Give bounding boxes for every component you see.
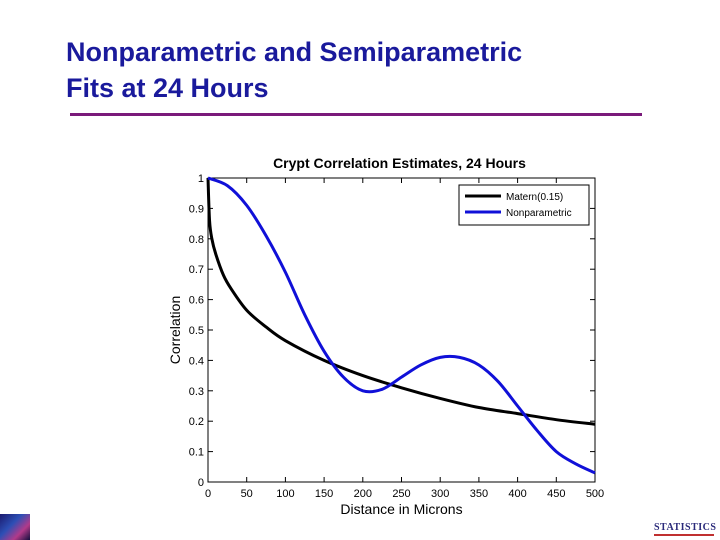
y-axis-label: Correlation xyxy=(167,296,183,364)
y-tick-label: 0 xyxy=(198,477,204,489)
y-tick-label: 1 xyxy=(198,173,204,185)
y-tick-label: 0.1 xyxy=(189,447,204,459)
legend-label: Matern(0.15) xyxy=(506,192,563,203)
statistics-logo: STATISTICS xyxy=(654,522,720,540)
slide-title-line-1: Nonparametric and Semiparametric xyxy=(66,37,523,67)
x-tick-label: 250 xyxy=(392,488,410,500)
x-tick-label: 350 xyxy=(470,488,488,500)
x-tick-label: 100 xyxy=(276,488,294,500)
x-tick-label: 400 xyxy=(508,488,526,500)
y-tick-label: 0.8 xyxy=(189,234,204,246)
y-tick-label: 0.4 xyxy=(189,355,204,367)
x-tick-label: 150 xyxy=(315,488,333,500)
slide-title: Nonparametric and Semiparametric Fits at… xyxy=(66,34,686,106)
x-tick-label: 50 xyxy=(241,488,253,500)
x-axis-label: Distance in Microns xyxy=(340,501,462,517)
x-tick-label: 0 xyxy=(205,488,211,500)
y-tick-label: 0.2 xyxy=(189,416,204,428)
plot-area xyxy=(207,177,596,483)
chart-title: Crypt Correlation Estimates, 24 Hours xyxy=(273,155,526,171)
y-tick-label: 0.3 xyxy=(189,386,204,398)
legend-label: Nonparametric xyxy=(506,208,572,219)
x-tick-label: 500 xyxy=(586,488,604,500)
statistics-logo-underline xyxy=(654,534,714,536)
x-tick-label: 450 xyxy=(547,488,565,500)
corner-logo-image xyxy=(0,514,30,540)
x-tick-label: 300 xyxy=(431,488,449,500)
statistics-logo-text: STATISTICS xyxy=(654,522,717,533)
y-tick-label: 0.5 xyxy=(189,325,204,337)
series-line-matern xyxy=(206,177,596,426)
x-tick-label: 200 xyxy=(354,488,372,500)
series-line-nonparametric xyxy=(207,176,596,475)
slide-title-line-2: Fits at 24 Hours xyxy=(66,73,269,103)
legend-box xyxy=(458,184,590,226)
y-tick-label: 0.6 xyxy=(189,295,204,307)
y-tick-label: 0.9 xyxy=(189,203,204,215)
y-tick-label: 0.7 xyxy=(189,264,204,276)
title-divider xyxy=(70,113,642,116)
